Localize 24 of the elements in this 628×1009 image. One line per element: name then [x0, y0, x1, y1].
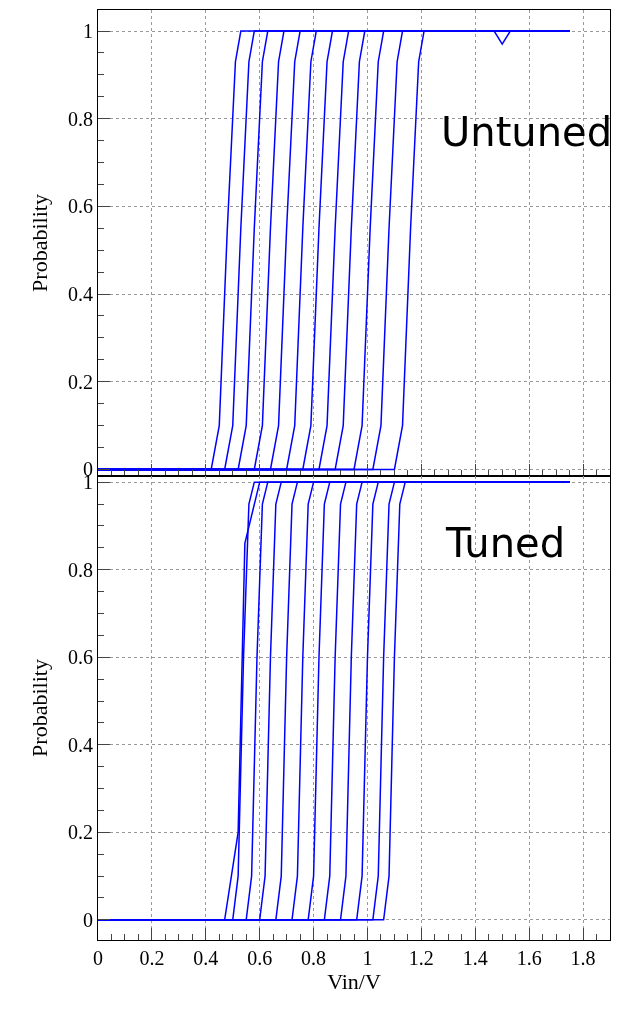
y-tick-label: 0.6	[68, 646, 93, 669]
y-tick-label: 1	[83, 20, 93, 43]
y-tick-label: 0.4	[68, 733, 93, 756]
y-tick-label: 0.6	[68, 195, 93, 218]
y-axis-title: Probability	[26, 659, 52, 757]
x-tick-label: 1.8	[570, 947, 596, 969]
y-axis-title: Probability	[26, 194, 52, 292]
y-tick-label: 0.4	[68, 283, 93, 306]
x-tick-label: 1	[362, 947, 373, 969]
y-tick-label: 0.2	[68, 821, 93, 844]
x-tick-label: 1.2	[408, 947, 434, 969]
x-tick-label: 0.2	[139, 947, 165, 969]
annotation: Untuned	[441, 109, 613, 155]
y-tick-label: 0.2	[68, 370, 93, 393]
x-tick-label: 0.4	[193, 947, 219, 969]
x-tick-label: 1.6	[516, 947, 542, 969]
x-tick-label: 0.8	[301, 947, 327, 969]
x-tick-label: 0.6	[247, 947, 273, 969]
y-tick-label: 0.8	[68, 558, 93, 581]
y-tick-label: 0	[83, 908, 93, 931]
x-tick-label: 1.4	[462, 947, 488, 969]
annotation: Tuned	[445, 520, 566, 566]
x-axis-title: Vin/V	[327, 969, 381, 994]
y-tick-label: 0.8	[68, 107, 93, 130]
